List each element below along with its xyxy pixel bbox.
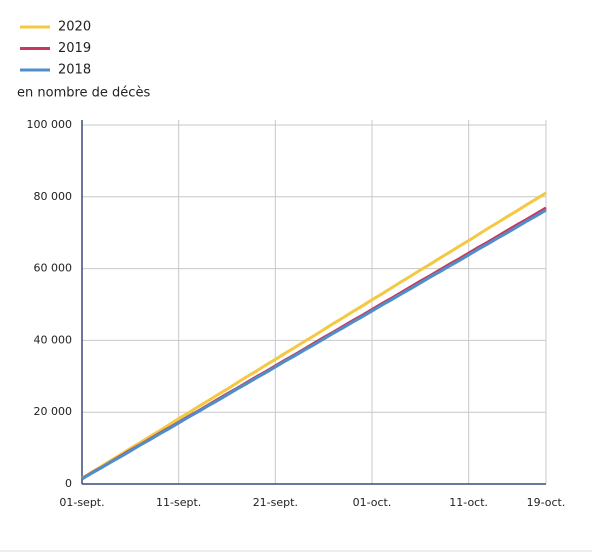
y-tick-label: 20 000 <box>34 405 73 418</box>
x-tick-label: 11-oct. <box>449 496 488 509</box>
y-tick-label: 100 000 <box>27 118 73 131</box>
y-axis-label: en nombre de décès <box>17 86 150 101</box>
legend-label: 2018 <box>58 63 91 78</box>
y-tick-label: 0 <box>65 477 72 490</box>
x-tick-label: 01-sept. <box>59 496 104 509</box>
legend-label: 2019 <box>58 41 91 56</box>
y-tick-label: 40 000 <box>34 333 73 346</box>
y-tick-label: 80 000 <box>34 190 73 203</box>
x-tick-label: 21-sept. <box>253 496 298 509</box>
line <box>81 208 547 481</box>
legend-label: 2020 <box>58 20 91 35</box>
x-tick-label: 19-oct. <box>527 496 566 509</box>
line <box>81 191 547 480</box>
x-tick-label: 11-sept. <box>156 496 201 509</box>
x-tick-label: 01-oct. <box>353 496 392 509</box>
y-tick-label: 60 000 <box>34 262 73 275</box>
